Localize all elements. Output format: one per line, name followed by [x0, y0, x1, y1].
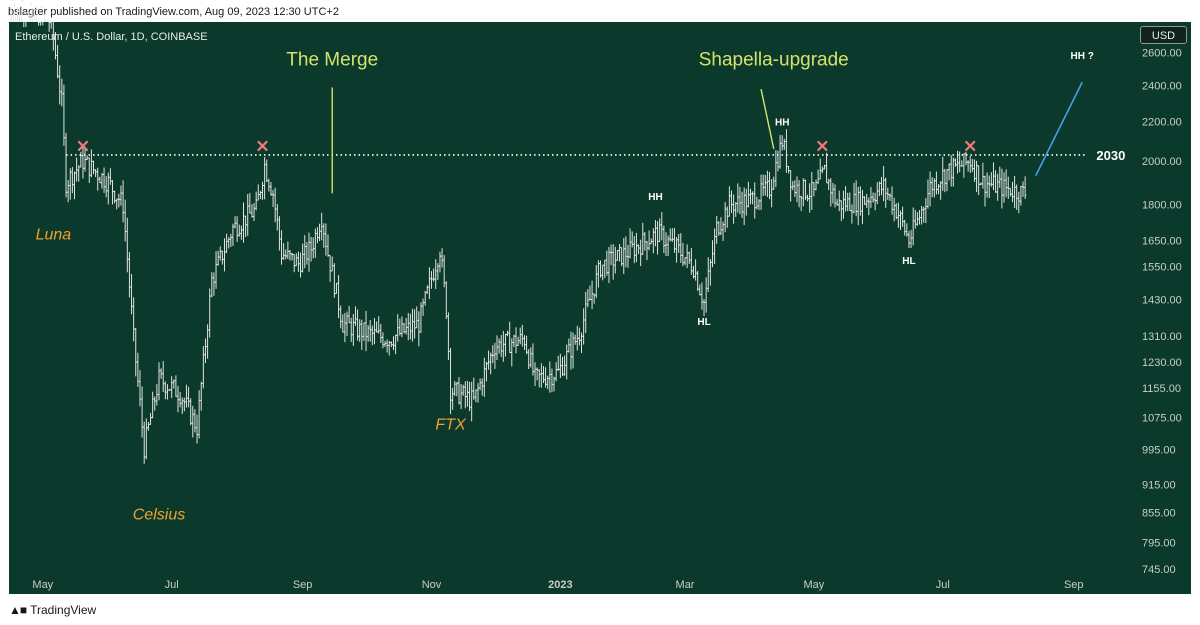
- x-tick-label: Jul: [165, 579, 179, 591]
- y-tick-label: 1800.00: [1142, 200, 1182, 212]
- resistance-touch-cross-icon: [817, 140, 828, 152]
- time-axis-panel[interactable]: [9, 572, 1191, 594]
- x-tick-label: 2023: [548, 579, 572, 591]
- x-axis: May Jul Sep Nov 2023 Mar May Jul Sep: [32, 579, 1083, 591]
- x-tick-label: Jul: [936, 579, 950, 591]
- annotation-label: Luna: [36, 226, 72, 243]
- annotation-label: HH ?: [1071, 51, 1094, 62]
- y-tick-label: 1550.00: [1142, 261, 1182, 273]
- tradingview-logo-icon: ▲■: [9, 603, 27, 617]
- chart-panel[interactable]: [9, 22, 1135, 572]
- candles-group: [10, 0, 1027, 464]
- y-tick-label: 2400.00: [1142, 81, 1182, 93]
- annotation-label: The Merge: [286, 50, 378, 71]
- x-tick-label: Mar: [676, 579, 695, 591]
- y-axis: 2600.00 2400.00 2200.00 2000.00 1800.00 1650.…: [1142, 48, 1182, 577]
- resistance-touch-cross-icon: [77, 140, 89, 152]
- y-tick-label: 1650.00: [1142, 236, 1182, 248]
- annotation-label: Shapella-upgrade: [699, 50, 849, 71]
- y-tick-label: 855.00: [1142, 507, 1176, 519]
- overlays-group: 2030 Luna Celsius FTX The Merge Shapella-upgr…: [36, 50, 1126, 524]
- shapella-pointer-line: [760, 89, 775, 149]
- y-tick-label: 2600.00: [1142, 48, 1182, 60]
- annotation-label: HL: [697, 317, 710, 328]
- annotation-label: HL: [902, 256, 915, 267]
- y-tick-label: 2200.00: [1142, 117, 1182, 129]
- annotation-label: HH: [775, 117, 789, 128]
- resistance-touch-cross-icon: [965, 140, 976, 152]
- symbol-title: Ethereum / U.S. Dollar, 1D, COINBASE: [15, 31, 208, 43]
- x-tick-label: May: [32, 579, 53, 591]
- x-tick-label: May: [803, 579, 824, 591]
- x-tick-label: Nov: [422, 579, 442, 591]
- y-tick-label: 745.00: [1142, 564, 1176, 576]
- annotation-label: Celsius: [133, 507, 185, 524]
- tradingview-logo-text: TradingView: [30, 603, 97, 617]
- y-tick-label: 1155.00: [1142, 383, 1181, 395]
- resistance-label: 2030: [1096, 148, 1125, 163]
- y-tick-label: 1310.00: [1142, 331, 1182, 343]
- y-tick-label: 1230.00: [1142, 357, 1182, 369]
- y-tick-label: 795.00: [1142, 537, 1176, 549]
- y-tick-label: 995.00: [1142, 445, 1176, 457]
- price-axis-panel[interactable]: [1135, 22, 1191, 572]
- annotation-label: FTX: [435, 416, 467, 433]
- tradingview-footer[interactable]: ▲■ TradingView: [9, 603, 96, 617]
- currency-button[interactable]: USD: [1140, 26, 1187, 44]
- y-tick-label: 1075.00: [1142, 413, 1182, 425]
- resistance-touch-cross-icon: [257, 140, 268, 152]
- publisher-header: bslagter published on TradingView.com, A…: [8, 6, 339, 18]
- x-tick-label: Sep: [293, 579, 313, 591]
- y-tick-label: 915.00: [1142, 479, 1176, 491]
- annotation-label: HH: [648, 192, 662, 203]
- x-tick-label: Sep: [1064, 579, 1084, 591]
- y-tick-label: 1430.00: [1142, 295, 1182, 307]
- projection-trend-line: [1034, 81, 1083, 177]
- y-tick-label: 2000.00: [1142, 156, 1182, 168]
